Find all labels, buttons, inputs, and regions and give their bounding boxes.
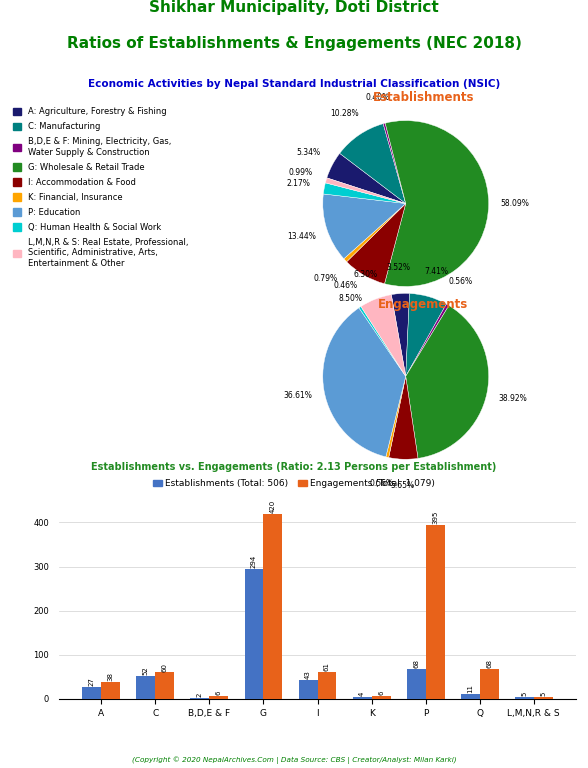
Text: 8.50%: 8.50% [339, 293, 363, 303]
Text: 11: 11 [467, 684, 473, 694]
Wedge shape [392, 293, 410, 376]
Wedge shape [385, 121, 489, 286]
Text: Establishments vs. Engagements (Ratio: 2.13 Persons per Establishment): Establishments vs. Engagements (Ratio: 2… [91, 462, 497, 472]
Text: 68: 68 [413, 659, 419, 668]
Legend: Establishments (Total: 506), Engagements (Total: 1,079): Establishments (Total: 506), Engagements… [149, 475, 439, 492]
Text: 0.99%: 0.99% [289, 168, 313, 177]
Text: 27: 27 [89, 677, 95, 686]
Text: 395: 395 [432, 511, 438, 524]
Bar [461, 694, 480, 699]
Text: 52: 52 [143, 667, 149, 675]
Text: 13.44%: 13.44% [287, 232, 316, 241]
Text: 6: 6 [378, 691, 384, 695]
Bar [407, 669, 426, 699]
Text: 38: 38 [108, 672, 113, 681]
Text: 2: 2 [197, 693, 203, 697]
Text: 10.28%: 10.28% [330, 108, 358, 118]
Text: (Copyright © 2020 NepalArchives.Com | Data Source: CBS | Creator/Analyst: Milan : (Copyright © 2020 NepalArchives.Com | Da… [132, 756, 456, 764]
Text: 0.56%: 0.56% [369, 478, 393, 488]
Wedge shape [327, 154, 406, 204]
Text: 5.34%: 5.34% [296, 148, 321, 157]
Wedge shape [389, 376, 418, 459]
Bar [101, 682, 120, 699]
Wedge shape [347, 204, 406, 283]
Wedge shape [323, 194, 406, 259]
Text: 420: 420 [270, 499, 276, 513]
Text: 60: 60 [162, 663, 168, 671]
Wedge shape [325, 178, 406, 204]
Text: Engagements: Engagements [378, 298, 469, 311]
Text: 0.40%: 0.40% [365, 93, 389, 102]
Bar [299, 680, 318, 699]
Text: 61: 61 [324, 662, 330, 671]
Legend: A: Agriculture, Forestry & Fishing, C: Manufacturing, B,D,E & F: Mining, Electri: A: Agriculture, Forestry & Fishing, C: M… [9, 104, 192, 271]
Text: Establishments: Establishments [373, 91, 474, 104]
Wedge shape [406, 304, 449, 376]
Wedge shape [361, 295, 406, 376]
Text: 36.61%: 36.61% [283, 391, 312, 400]
Bar [191, 698, 209, 699]
Text: Ratios of Establishments & Engagements (NEC 2018): Ratios of Establishments & Engagements (… [66, 37, 522, 51]
Text: 4: 4 [359, 692, 365, 697]
Text: 5.65%: 5.65% [390, 482, 415, 490]
Text: 43: 43 [305, 670, 311, 679]
Wedge shape [406, 306, 489, 458]
Bar [318, 672, 336, 699]
Text: 294: 294 [251, 555, 257, 568]
Wedge shape [386, 376, 406, 458]
Text: 3.52%: 3.52% [387, 263, 411, 272]
Text: 68: 68 [486, 659, 492, 668]
Text: 0.46%: 0.46% [333, 280, 358, 290]
Wedge shape [359, 306, 406, 376]
Wedge shape [406, 293, 446, 376]
Text: 0.79%: 0.79% [314, 274, 338, 283]
Text: 0.56%: 0.56% [449, 277, 473, 286]
Bar [209, 697, 228, 699]
Bar [136, 676, 155, 699]
Text: 58.09%: 58.09% [501, 200, 530, 208]
Text: 5: 5 [522, 691, 527, 696]
Bar [515, 697, 534, 699]
Wedge shape [323, 308, 406, 457]
Bar [245, 569, 263, 699]
Bar [263, 514, 282, 699]
Text: 6.30%: 6.30% [354, 270, 378, 279]
Text: 6: 6 [216, 691, 222, 695]
Text: 5: 5 [540, 691, 546, 696]
Text: Economic Activities by Nepal Standard Industrial Classification (NSIC): Economic Activities by Nepal Standard In… [88, 79, 500, 89]
Bar [353, 697, 372, 699]
Text: 7.41%: 7.41% [424, 266, 448, 276]
Bar [480, 669, 499, 699]
Wedge shape [323, 183, 406, 204]
Text: 2.17%: 2.17% [286, 179, 310, 188]
Bar [155, 673, 174, 699]
Wedge shape [340, 124, 406, 204]
Bar [82, 687, 101, 699]
Wedge shape [344, 204, 406, 262]
Wedge shape [383, 123, 406, 204]
Text: Shikhar Municipality, Doti District: Shikhar Municipality, Doti District [149, 0, 439, 15]
Bar [534, 697, 553, 699]
Bar [372, 697, 390, 699]
Bar [426, 525, 445, 699]
Text: 38.92%: 38.92% [499, 393, 527, 402]
